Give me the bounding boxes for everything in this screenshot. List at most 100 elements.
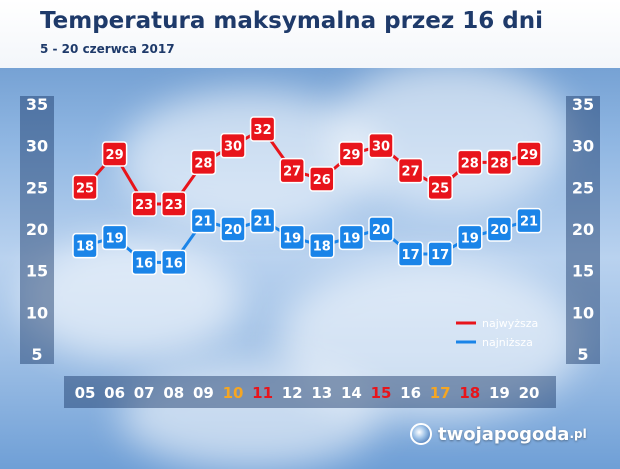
data-point-marker [279, 224, 305, 251]
data-point: 23 [161, 191, 187, 217]
y-tick-label-right: 10 [572, 303, 594, 322]
data-point: 20 [368, 216, 394, 242]
data-label: 17 [431, 248, 449, 263]
data-point-marker [249, 207, 276, 234]
x-tick-label: 16 [400, 384, 421, 402]
data-point: 25 [72, 174, 98, 201]
cloud-decoration [20, 240, 240, 360]
x-axis-panel [64, 376, 556, 408]
data-label: 19 [106, 231, 124, 246]
x-tick-label: 06 [104, 384, 125, 402]
data-point-marker [397, 157, 424, 184]
data-point: 26 [309, 166, 335, 192]
data-label: 20 [372, 223, 390, 238]
series-line-min [84, 219, 530, 264]
data-point: 29 [516, 141, 542, 167]
data-label: 29 [520, 148, 538, 163]
y-tick-label-right: 15 [572, 262, 594, 281]
data-point-marker [397, 241, 424, 267]
data-label: 25 [76, 181, 94, 196]
data-point: 29 [338, 141, 365, 167]
data-label: 23 [165, 198, 183, 213]
logo-tld: .pl [569, 427, 587, 441]
x-tick-label: 14 [341, 384, 362, 402]
x-tick-label: 15 [371, 384, 392, 402]
data-point-marker [516, 141, 542, 167]
y-tick-label-right: 5 [577, 345, 588, 364]
data-label: 21 [254, 215, 272, 230]
data-point-marker [368, 216, 394, 242]
data-point-marker [516, 207, 542, 234]
data-label: 29 [106, 148, 124, 163]
x-tick-label: 12 [282, 384, 303, 402]
data-label: 17 [402, 248, 420, 263]
data-label: 19 [461, 231, 479, 246]
data-point-marker [486, 149, 513, 176]
data-point-marker [457, 224, 483, 251]
data-point: 28 [457, 149, 483, 176]
data-label: 28 [490, 156, 508, 171]
data-label: 30 [224, 140, 242, 155]
data-point-marker [161, 249, 187, 276]
x-tick-label: 09 [193, 384, 214, 402]
data-label: 21 [194, 215, 212, 230]
data-label: 28 [194, 156, 212, 171]
data-point: 25 [427, 174, 453, 201]
x-tick-label: 07 [134, 384, 155, 402]
y-tick-label-left: 15 [26, 262, 48, 281]
x-tick-label: 05 [75, 384, 96, 402]
y-tick-label-right: 20 [572, 220, 594, 239]
data-label: 18 [76, 240, 94, 255]
data-label: 23 [135, 198, 153, 213]
data-label: 19 [283, 231, 301, 246]
data-point-marker [309, 166, 335, 192]
data-label: 27 [402, 165, 420, 180]
x-tick-label: 11 [252, 384, 273, 402]
data-point: 16 [131, 249, 157, 276]
x-tick-label: 18 [459, 384, 480, 402]
data-point: 21 [516, 207, 542, 234]
data-point-marker [220, 216, 246, 242]
data-point: 30 [368, 132, 394, 159]
x-tick-label: 17 [430, 384, 451, 402]
data-point: 21 [190, 207, 217, 234]
data-point-marker [486, 216, 513, 242]
data-label: 27 [283, 165, 301, 180]
data-label: 30 [372, 140, 390, 155]
y-tick-label-left: 5 [31, 345, 42, 364]
data-label: 18 [313, 240, 331, 255]
data-label: 25 [431, 181, 449, 196]
data-label: 16 [135, 256, 153, 271]
logo-text: twojapogoda [438, 423, 570, 445]
y-tick-label-right: 35 [572, 95, 594, 114]
data-point: 19 [279, 224, 305, 251]
legend-label: najwyższa [482, 317, 538, 330]
data-point-marker [72, 174, 98, 201]
data-label: 20 [224, 223, 242, 238]
y-tick-label-left: 20 [26, 220, 48, 239]
logo-icon [410, 423, 432, 445]
data-label: 26 [313, 173, 331, 188]
x-tick-label: 08 [163, 384, 184, 402]
data-point-marker [427, 174, 453, 201]
x-tick-label: 20 [519, 384, 540, 402]
y-tick-label-left: 25 [26, 178, 48, 197]
data-point: 16 [161, 249, 187, 276]
data-point: 20 [220, 216, 246, 242]
cloud-decoration [120, 360, 380, 469]
data-point-marker [72, 232, 98, 259]
data-point: 23 [131, 191, 157, 217]
data-point-marker [190, 207, 217, 234]
data-point-marker [427, 241, 453, 267]
data-point: 27 [279, 157, 305, 184]
data-point-marker [220, 132, 246, 159]
data-point-marker [368, 132, 394, 159]
data-point-marker [249, 116, 276, 142]
y-tick-label-left: 10 [26, 303, 48, 322]
data-point-marker [190, 149, 217, 176]
y-tick-label-left: 35 [26, 95, 48, 114]
y-axis-left-panel [20, 96, 54, 364]
data-point-marker [161, 191, 187, 217]
